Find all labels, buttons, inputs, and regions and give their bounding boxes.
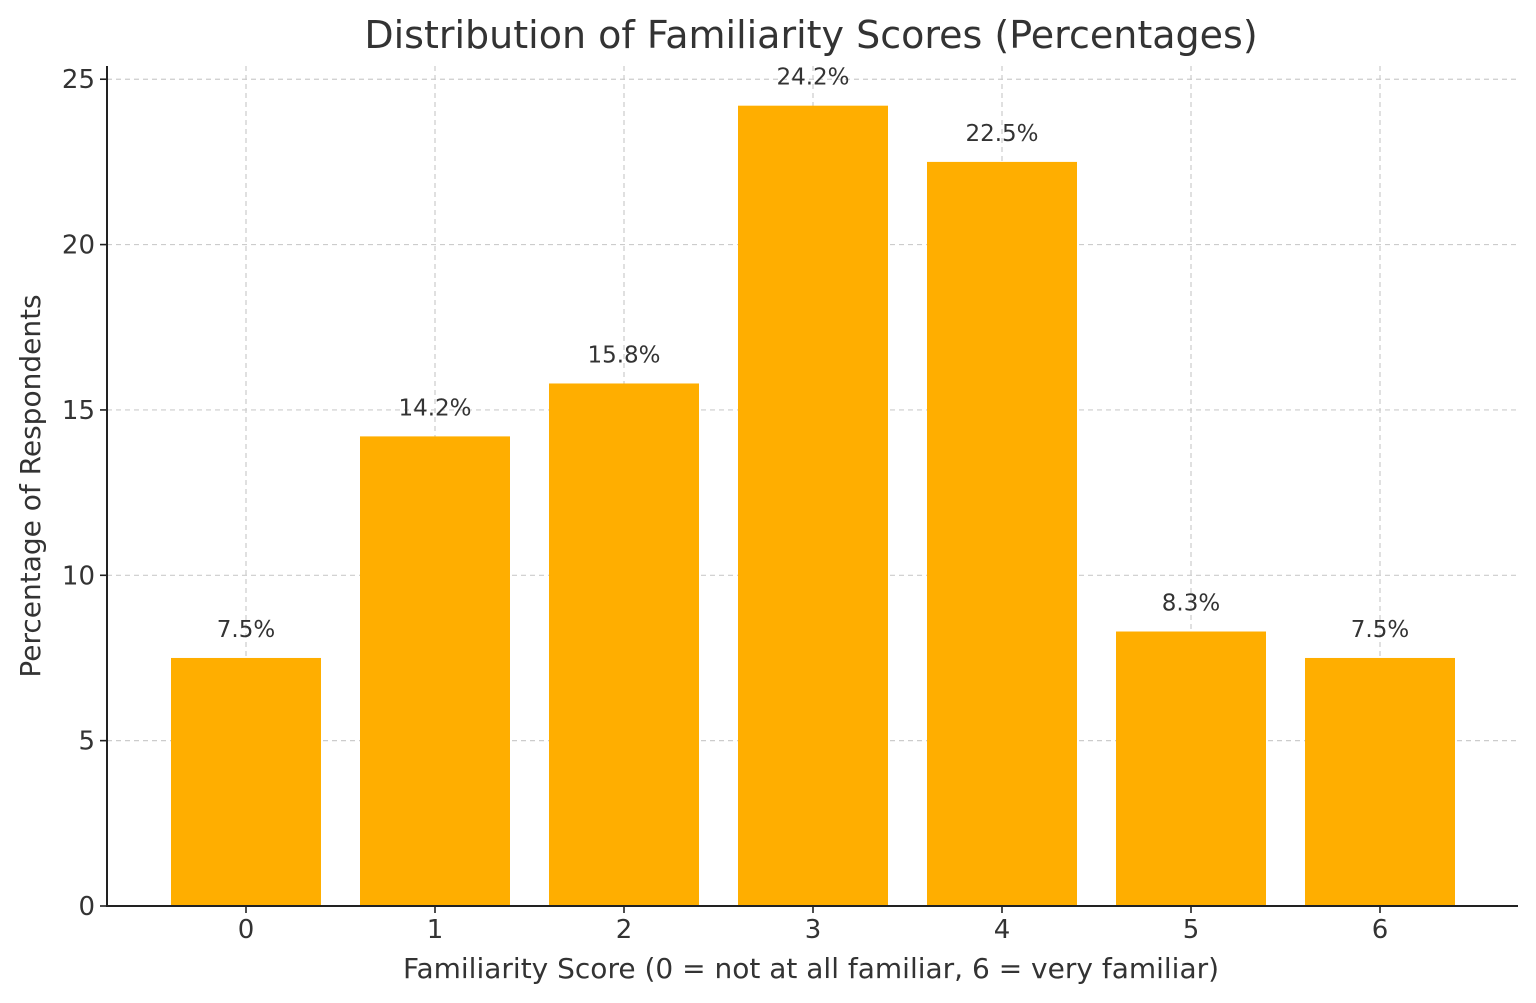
data-label-4: 22.5% — [965, 121, 1038, 147]
data-label-6: 7.5% — [1351, 617, 1409, 643]
bar-1 — [360, 436, 510, 906]
bar-4 — [927, 161, 1077, 906]
bar-0 — [171, 657, 321, 906]
bar-3 — [738, 105, 888, 906]
bar-5 — [1116, 631, 1266, 906]
chart-title: Distribution of Familiarity Scores (Perc… — [364, 13, 1257, 57]
data-label-1: 14.2% — [398, 395, 471, 421]
data-label-0: 7.5% — [217, 617, 275, 643]
x-tick-label-6: 6 — [1372, 915, 1389, 945]
x-axis-label: Familiarity Score (0 = not at all famili… — [403, 952, 1219, 985]
x-tick-label-5: 5 — [1183, 915, 1200, 945]
x-tick-label-3: 3 — [805, 915, 822, 945]
y-tick-label: 15 — [62, 396, 95, 426]
bar-2 — [549, 383, 699, 906]
data-label-3: 24.2% — [776, 65, 849, 91]
x-tick-label-1: 1 — [427, 915, 444, 945]
y-tick-label: 25 — [62, 65, 95, 95]
y-tick-label: 5 — [78, 727, 95, 757]
x-tick-label-2: 2 — [616, 915, 633, 945]
y-tick-label: 20 — [62, 231, 95, 261]
y-axis-label: Percentage of Respondents — [14, 294, 47, 677]
x-tick-label-4: 4 — [994, 915, 1011, 945]
x-tick-label-0: 0 — [238, 915, 255, 945]
data-labels: 7.5% 14.2% 15.8% 24.2% 22.5% 8.3% 7.5% — [217, 65, 1409, 643]
bar-6 — [1305, 657, 1455, 906]
bars — [171, 105, 1455, 906]
y-tick-label: 10 — [62, 561, 95, 591]
data-label-2: 15.8% — [587, 342, 660, 368]
y-tick-label: 0 — [78, 892, 95, 922]
x-axis-ticks: 0 1 2 3 4 5 6 — [238, 906, 1389, 945]
data-label-5: 8.3% — [1162, 591, 1220, 617]
y-axis-ticks: 0 5 10 15 20 25 — [62, 65, 107, 922]
